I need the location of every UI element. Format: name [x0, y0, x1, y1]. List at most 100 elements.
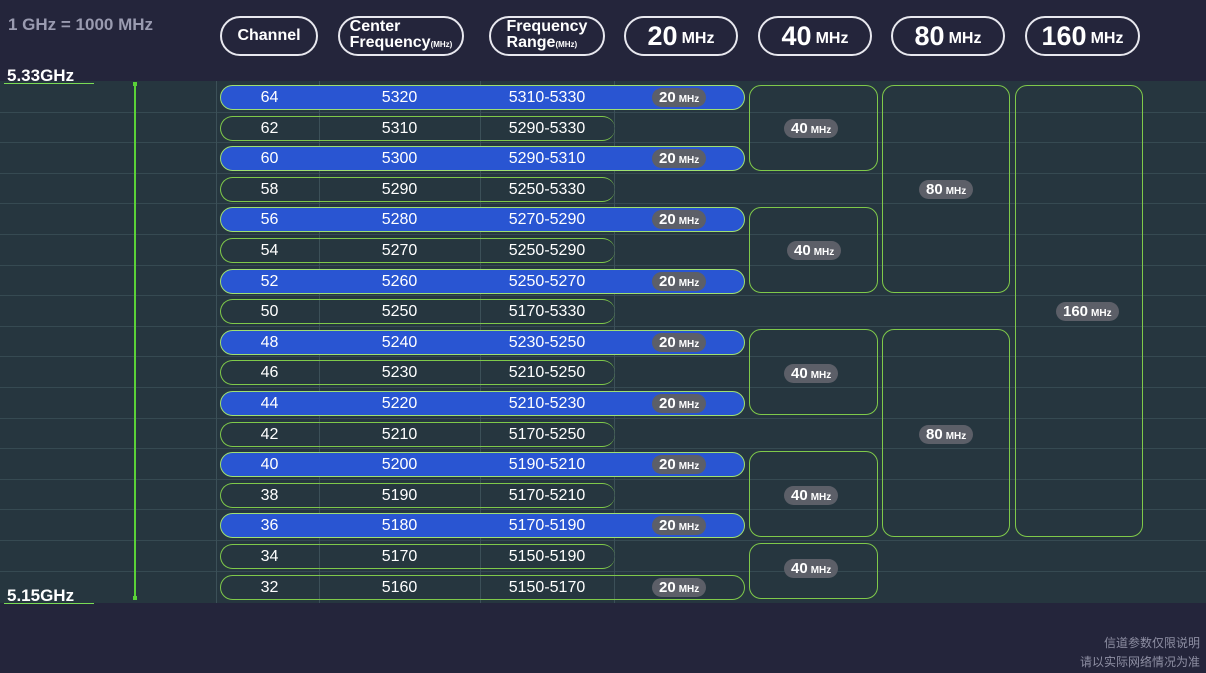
channel-row-38 — [220, 482, 615, 508]
center-frequency: 5160 — [381, 578, 418, 596]
badge-value: 20 — [659, 150, 676, 168]
center-frequency: 5180 — [381, 517, 418, 535]
channel-row-32 — [220, 574, 745, 600]
grid-line — [0, 356, 1206, 358]
center-frequency: 5230 — [381, 364, 418, 382]
frequency-range: 5210-5250 — [508, 364, 586, 382]
bracket-40mhz-46 — [749, 329, 878, 415]
column-divider — [216, 81, 217, 603]
grid-line — [0, 540, 1206, 541]
grid-line — [0, 478, 1206, 480]
channel-number: 60 — [260, 150, 279, 168]
badge-20mhz: 20 MHz — [652, 210, 707, 230]
center-frequency: 5210 — [381, 425, 418, 443]
frequency-range: 5250-5270 — [508, 272, 586, 290]
frequency-range: 5250-5330 — [508, 180, 586, 198]
header-frequency-range: Frequency Range(MHz) — [489, 16, 605, 56]
badge-value: 20 — [659, 333, 676, 351]
badge-40mhz: 40 MHz — [784, 364, 839, 383]
channel-row-62 — [220, 115, 615, 141]
frequency-range: 5270-5290 — [508, 211, 586, 229]
axis-bottom-dot — [133, 596, 137, 600]
frequency-range: 5310-5330 — [508, 89, 586, 106]
channel-number: 54 — [260, 242, 279, 259]
badge-20mhz: 20 MHz — [652, 332, 707, 352]
header-160mhz: 160 MHz — [1025, 16, 1140, 56]
channel-number: 36 — [260, 517, 279, 535]
channel-number: 34 — [260, 548, 279, 565]
badge-unit: MHz — [678, 522, 700, 534]
channel-row-50 — [220, 299, 615, 325]
grid-line — [0, 570, 1206, 572]
frequency-range: 5250-5290 — [508, 242, 586, 259]
channel-number: 56 — [260, 211, 279, 229]
badge-value: 20 — [659, 517, 676, 535]
badge-20mhz: 20 MHz — [652, 271, 707, 291]
center-frequency: 5270 — [381, 242, 418, 259]
badge-unit: MHz — [678, 338, 700, 350]
channel-row-42 — [220, 421, 615, 447]
center-frequency: 5280 — [381, 211, 418, 229]
center-frequency: 5260 — [381, 272, 418, 290]
frequency-axis-line — [134, 84, 136, 598]
axis-top-underline — [4, 83, 94, 84]
frequency-range: 5170-5330 — [508, 303, 586, 321]
badge-20mhz: 20 MHz — [652, 455, 707, 475]
center-frequency: 5170 — [381, 548, 418, 565]
center-frequency: 5250 — [381, 303, 418, 321]
grid-line — [0, 172, 1206, 174]
badge-40mhz: 40 MHz — [784, 486, 839, 505]
bracket-40mhz-34 — [749, 543, 878, 599]
grid-line — [0, 142, 1206, 144]
bracket-80mhz-58 — [882, 85, 1010, 293]
axis-bottom-label: 5.15GHz — [7, 586, 75, 605]
center-frequency: 5290 — [381, 180, 418, 198]
frequency-range: 5190-5210 — [508, 456, 586, 474]
bracket-40mhz-62 — [749, 85, 878, 171]
axis-top-label: 5.33GHz — [7, 66, 75, 85]
frequency-range: 5290-5330 — [508, 119, 586, 137]
header-center-frequency: Center Frequency(MHz) — [338, 16, 464, 56]
channel-row-46 — [220, 360, 615, 386]
center-frequency: 5240 — [381, 333, 418, 351]
center-frequency: 5200 — [381, 456, 418, 474]
badge-unit: MHz — [678, 216, 700, 228]
badge-40mhz: 40 MHz — [784, 559, 839, 578]
badge-20mhz: 20 MHz — [652, 394, 707, 413]
channel-number: 58 — [260, 180, 279, 198]
grid-line — [0, 417, 1206, 419]
badge-160mhz: 160 MHz — [1056, 302, 1119, 321]
center-frequency: 5300 — [381, 150, 418, 168]
badge-unit: MHz — [678, 277, 700, 289]
badge-80mhz: 80 MHz — [919, 425, 974, 444]
frequency-range: 5170-5210 — [508, 486, 586, 504]
badge-unit: MHz — [678, 400, 700, 411]
disclaimer-line2: 请以实际网络情况为准 — [1079, 655, 1200, 669]
channel-row-54 — [220, 238, 615, 263]
bracket-80mhz-42 — [882, 329, 1010, 537]
frequency-range: 5230-5250 — [508, 333, 586, 351]
channel-number: 42 — [260, 425, 279, 443]
channel-number: 38 — [260, 486, 279, 504]
frequency-range: 5170-5190 — [508, 517, 586, 535]
badge-value: 20 — [659, 395, 676, 412]
grid-line — [0, 234, 1206, 235]
header-80mhz: 80 MHz — [891, 16, 1005, 56]
channel-number: 62 — [260, 119, 279, 137]
channel-number: 46 — [260, 364, 279, 382]
badge-value: 20 — [659, 578, 676, 596]
channel-number: 52 — [260, 272, 279, 290]
channel-number: 50 — [260, 303, 279, 321]
frequency-range: 5150-5190 — [508, 548, 586, 565]
bracket-40mhz-54 — [749, 207, 878, 293]
badge-value: 20 — [659, 211, 676, 229]
channel-row-58 — [220, 176, 615, 202]
badge-value: 20 — [659, 456, 676, 474]
grid-line — [0, 264, 1206, 266]
center-frequency: 5310 — [381, 119, 418, 137]
axis-top-dot — [133, 82, 137, 86]
frequency-range: 5210-5230 — [508, 395, 586, 412]
badge-20mhz: 20 MHz — [652, 577, 707, 597]
frequency-range: 5150-5170 — [508, 578, 586, 596]
grid-line — [0, 111, 1206, 113]
